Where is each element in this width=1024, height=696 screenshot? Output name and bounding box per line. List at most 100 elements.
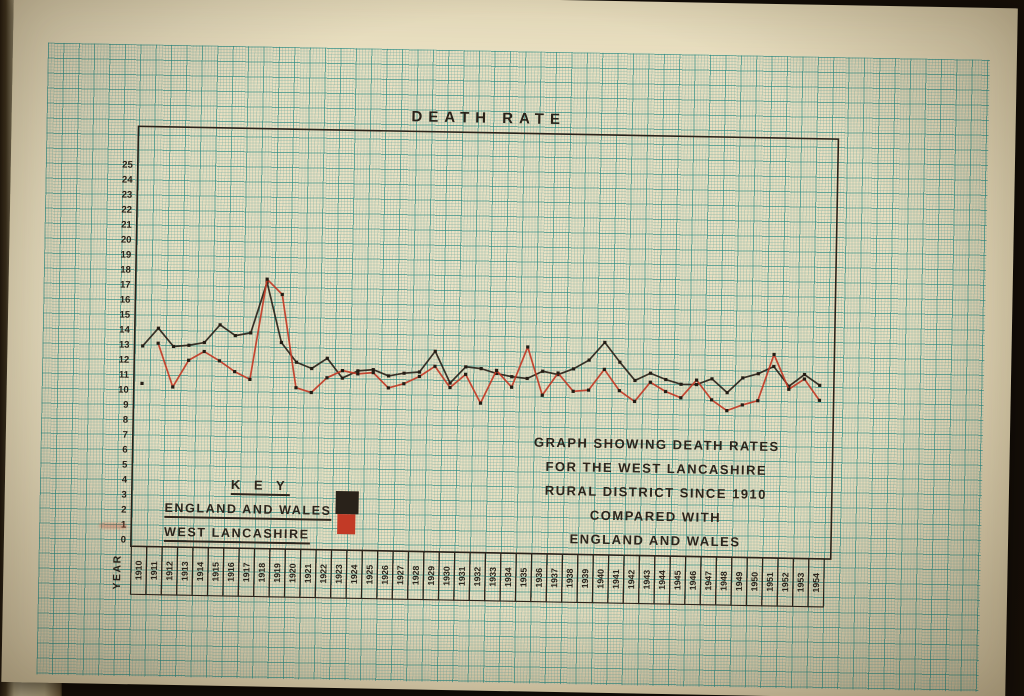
- data-point: [633, 378, 637, 383]
- year-label: 1910: [133, 560, 143, 580]
- data-point: [371, 368, 375, 372]
- data-point: [817, 398, 822, 402]
- year-cell: [807, 558, 825, 608]
- y-tick-label: 14: [119, 324, 130, 335]
- year-label: 1932: [472, 567, 482, 587]
- data-point: [325, 376, 329, 380]
- year-label: 1945: [672, 570, 682, 590]
- data-point: [587, 358, 591, 362]
- data-point: [787, 387, 791, 391]
- year-label: 1934: [503, 567, 513, 587]
- data-point: [141, 344, 145, 348]
- year-label: 1925: [364, 565, 374, 585]
- data-point: [233, 333, 237, 338]
- red-smudge-mark: [99, 522, 128, 530]
- data-point: [309, 390, 313, 395]
- y-tick-label: 17: [120, 279, 131, 290]
- data-point: [417, 370, 422, 374]
- data-point: [663, 389, 668, 394]
- year-label: 1911: [149, 561, 159, 580]
- data-point: [202, 349, 206, 354]
- y-tick-label: 6: [122, 445, 127, 456]
- data-point: [525, 376, 529, 381]
- data-point: [479, 366, 483, 371]
- y-tick-label: 24: [122, 175, 133, 186]
- data-point: [265, 277, 269, 281]
- data-point: [187, 343, 191, 347]
- year-label: 1927: [395, 565, 405, 585]
- data-point: [741, 376, 745, 380]
- data-point: [280, 292, 284, 297]
- data-point: [310, 366, 314, 371]
- data-point: [140, 381, 144, 386]
- data-point: [648, 380, 652, 384]
- data-point: [249, 331, 253, 335]
- data-point: [586, 388, 591, 392]
- year-label: 1946: [688, 571, 698, 591]
- y-tick-label: 19: [120, 249, 131, 260]
- year-label: 1949: [734, 571, 744, 591]
- data-point: [417, 374, 422, 379]
- year-label: 1954: [811, 573, 821, 593]
- data-point: [464, 365, 468, 369]
- y-tick-label: 7: [122, 430, 127, 441]
- data-point: [618, 360, 622, 364]
- year-label: 1915: [210, 562, 220, 582]
- year-label: 1931: [457, 566, 467, 586]
- year-label: 1916: [226, 562, 236, 582]
- data-point: [386, 374, 391, 378]
- data-point: [218, 323, 222, 327]
- data-point: [602, 367, 606, 372]
- year-label: 1951: [765, 572, 775, 592]
- year-label: 1926: [380, 565, 390, 585]
- data-point: [494, 368, 499, 373]
- legend-label: ENGLAND AND WALES: [164, 500, 332, 521]
- y-tick-label: 21: [121, 220, 132, 231]
- data-point: [171, 344, 176, 349]
- data-point: [448, 381, 452, 385]
- data-point: [248, 377, 252, 382]
- data-point: [402, 371, 406, 375]
- chart-title: DEATH RATE: [411, 108, 567, 129]
- year-label: 1950: [749, 572, 759, 592]
- data-point: [340, 368, 345, 373]
- data-point: [217, 359, 222, 363]
- data-point: [171, 385, 175, 389]
- year-label: 1944: [657, 570, 667, 590]
- x-axis-title: YEAR: [111, 554, 124, 589]
- year-label: 1922: [318, 564, 328, 584]
- data-point: [509, 385, 514, 389]
- data-point: [802, 377, 807, 381]
- data-point: [279, 340, 284, 345]
- data-point: [464, 372, 468, 376]
- data-point: [756, 372, 760, 376]
- y-tick-label: 22: [121, 205, 132, 216]
- year-label: 1948: [719, 571, 729, 591]
- data-point: [725, 409, 729, 413]
- y-tick-label: 16: [120, 294, 131, 305]
- data-point: [802, 372, 807, 377]
- y-tick-label: 11: [119, 369, 130, 380]
- year-label: 1937: [549, 568, 559, 588]
- y-tick-label: 15: [119, 309, 130, 320]
- year-label: 1936: [534, 568, 544, 588]
- data-point: [233, 369, 237, 374]
- data-point: [340, 376, 344, 380]
- data-point: [725, 391, 729, 395]
- y-tick-label: 3: [121, 490, 126, 501]
- series-line-west-lancashire: [157, 278, 821, 412]
- year-label: 1929: [426, 566, 436, 586]
- data-point: [526, 345, 530, 349]
- legend-label: WEST LANCASHIRE: [163, 524, 310, 545]
- year-label: 1913: [180, 561, 190, 581]
- data-point: [571, 389, 575, 393]
- year-label: 1921: [303, 564, 313, 584]
- caption: GRAPH SHOWING DEATH RATES FOR THE WEST L…: [490, 430, 822, 556]
- data-point: [433, 364, 437, 368]
- data-point: [356, 369, 360, 373]
- year-label: 1912: [164, 561, 174, 581]
- data-point: [772, 364, 776, 369]
- data-point: [202, 340, 207, 345]
